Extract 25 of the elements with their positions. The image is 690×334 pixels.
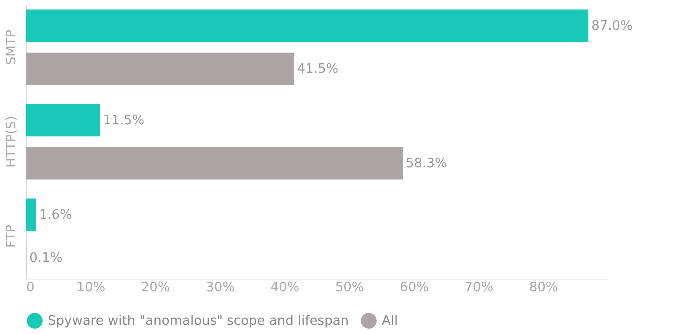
x-tick-label: 70% <box>464 280 494 296</box>
data-label: 0.1% <box>30 251 63 266</box>
x-tick-label: 80% <box>529 280 558 296</box>
bar <box>26 147 404 180</box>
x-tick-label: 50% <box>335 280 364 296</box>
y-tick-label: HTTP(S) <box>4 116 20 168</box>
x-tick-label: 40% <box>270 280 300 296</box>
x-tick-label: 30% <box>206 280 235 296</box>
bar <box>26 198 36 232</box>
bar <box>26 10 589 42</box>
bar <box>26 52 294 86</box>
data-label: 11.5% <box>103 113 145 128</box>
data-label: 87.0% <box>592 18 633 34</box>
legend-label: All <box>382 314 398 330</box>
data-label: 58.3% <box>406 156 448 172</box>
x-tick-label: 10% <box>76 280 106 296</box>
x-tick-label: 20% <box>141 280 170 296</box>
y-tick-label: FTP <box>4 224 20 248</box>
y-tick-label: SMTP <box>4 30 20 66</box>
legend-label: Spyware with "anomalous" scope and lifespan <box>48 314 350 330</box>
x-tick-label: 0 <box>26 280 35 296</box>
bar <box>26 104 100 137</box>
data-label: 1.6% <box>39 208 72 223</box>
x-tick-label: 60% <box>400 280 429 296</box>
data-label: 41.5% <box>297 62 339 78</box>
